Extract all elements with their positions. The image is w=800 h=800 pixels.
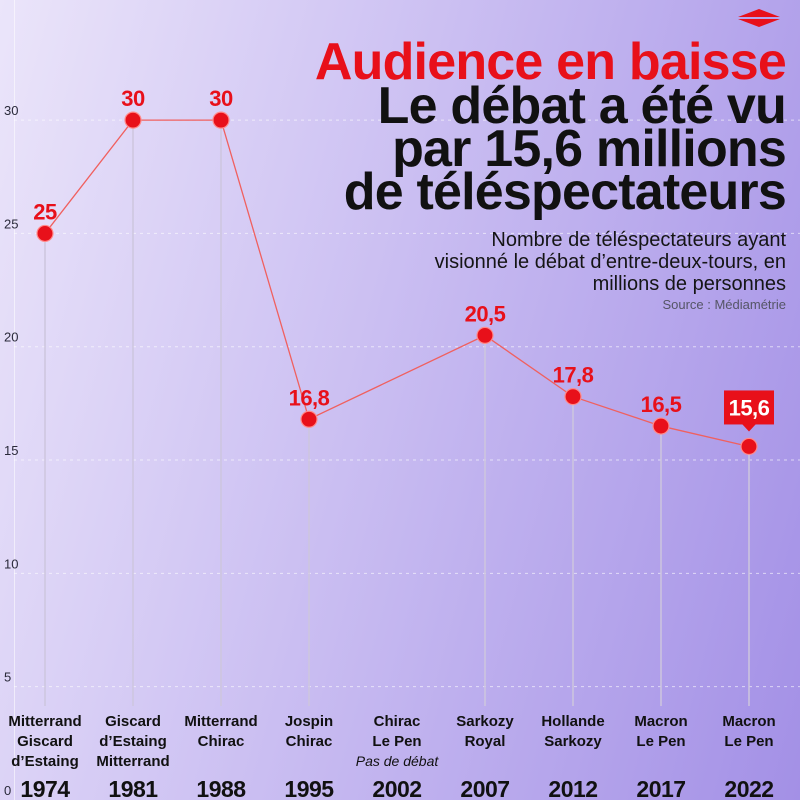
- gridlines: [14, 119, 800, 688]
- y-tick-label: 0: [4, 783, 11, 798]
- data-point: [476, 326, 494, 345]
- candidate-name: Giscard: [105, 713, 161, 730]
- y-tick-label: 5: [4, 670, 11, 685]
- no-debate-note: Pas de débat: [356, 753, 440, 769]
- header: Audience en baisse Le débat a été vu par…: [314, 33, 787, 313]
- diamond-bottom-half: [738, 19, 780, 27]
- subtitle-line: Nombre de téléspectateurs ayant: [491, 229, 786, 251]
- highlight-box: [724, 390, 774, 425]
- candidate-name: Le Pen: [372, 733, 421, 750]
- value-label: 25: [33, 199, 57, 224]
- data-point: [36, 224, 54, 243]
- data-point: [564, 388, 582, 406]
- candidate-name: Chirac: [286, 733, 333, 750]
- y-tick-label: 25: [4, 216, 18, 231]
- data-points: [36, 111, 758, 456]
- candidate-name: Royal: [465, 733, 506, 750]
- candidate-name: d’Estaing: [99, 733, 167, 750]
- year-label: 2002: [372, 776, 421, 800]
- data-point: [300, 410, 318, 428]
- diamond-top-half: [738, 9, 780, 17]
- candidate-labels: Mitterrand Giscard d’Estaing Giscard d’Estai…: [8, 713, 775, 770]
- y-tick-label: 15: [4, 443, 18, 458]
- source-note: Source : Médiamétrie: [662, 297, 786, 312]
- candidate-name: Macron: [634, 713, 687, 730]
- candidate-name: Mitterrand: [8, 713, 81, 730]
- data-point: [652, 417, 670, 435]
- value-labels: 25 30 30 16,8 20,5 17,8 16,5 15,6: [33, 86, 774, 432]
- year-label: 1981: [108, 776, 158, 800]
- title-line: de téléspectateurs: [343, 163, 787, 221]
- candidate-label-group: Macron Le Pen: [722, 713, 775, 750]
- candidate-name: Jospin: [285, 713, 333, 730]
- y-tick-label: 20: [4, 330, 18, 345]
- candidate-name: Mitterrand: [184, 713, 257, 730]
- year-label: 2017: [636, 776, 685, 800]
- x-axis-year-labels: 1974 1981 1988 1995 2002 2007 2012 2017 2022: [20, 776, 774, 800]
- candidate-label-group: Jospin Chirac: [285, 713, 333, 750]
- title-line: par 15,6 millions: [392, 120, 787, 178]
- candidate-name: Chirac: [198, 733, 245, 750]
- candidate-label-group: Mitterrand Giscard d’Estaing: [8, 713, 81, 770]
- candidate-name: Sarkozy: [456, 713, 514, 730]
- candidate-name: Sarkozy: [544, 733, 602, 750]
- year-label: 2022: [724, 776, 773, 800]
- subtitle-line: visionné le débat d’entre-deux-tours, en: [434, 251, 786, 273]
- candidate-name: Macron: [722, 713, 775, 730]
- value-label: 30: [121, 86, 145, 111]
- highlight-callout: 15,6: [724, 390, 774, 432]
- candidate-label-group: Hollande Sarkozy: [541, 713, 604, 750]
- value-label: 16,8: [289, 385, 330, 410]
- candidate-name: Le Pen: [636, 733, 685, 750]
- candidate-label-group: Macron Le Pen: [634, 713, 687, 750]
- year-label: 1995: [284, 776, 334, 800]
- value-label: 17,8: [553, 363, 594, 388]
- y-tick-label: 30: [4, 103, 18, 118]
- series-line: [44, 119, 750, 448]
- candidate-label-group: Chirac Le Pen: [372, 713, 421, 750]
- candidate-name: Chirac: [374, 713, 421, 730]
- candidate-name: Mitterrand: [96, 753, 169, 770]
- value-label: 15,6: [729, 395, 770, 420]
- candidate-label-group: Giscard d’Estaing Mitterrand: [96, 713, 169, 770]
- year-label: 2007: [460, 776, 509, 800]
- data-point: [740, 437, 758, 456]
- year-label: 1974: [20, 776, 70, 800]
- subtitle-line: millions de personnes: [592, 273, 786, 295]
- drop-lines: [44, 128, 750, 706]
- chart-subtitle: Nombre de téléspectateurs ayant visionné…: [315, 229, 786, 295]
- year-label: 2012: [548, 776, 597, 800]
- highlight-pointer: [742, 423, 756, 432]
- chart-kicker: Audience en baisse: [314, 33, 787, 91]
- data-point: [212, 111, 230, 129]
- candidate-name: d’Estaing: [11, 753, 79, 770]
- chart-title: Le débat a été vu par 15,6 millions de t…: [315, 77, 787, 221]
- value-label: 16,5: [641, 392, 682, 417]
- candidate-name: Hollande: [541, 713, 604, 730]
- red-diamond-icon: [738, 9, 780, 27]
- value-label: 30: [209, 86, 233, 111]
- title-line: Le débat a été vu: [377, 77, 787, 135]
- candidate-name: Le Pen: [724, 733, 773, 750]
- candidate-label-group: Sarkozy Royal: [456, 713, 514, 750]
- candidate-label-group: Mitterrand Chirac: [184, 713, 257, 750]
- candidate-name: Giscard: [17, 733, 73, 750]
- y-tick-label: 10: [4, 556, 18, 571]
- year-label: 1988: [196, 776, 246, 800]
- value-label: 20,5: [465, 301, 506, 326]
- data-point: [124, 111, 142, 129]
- y-axis-tick-labels: 0 5 10 15 20 25 30: [4, 103, 18, 798]
